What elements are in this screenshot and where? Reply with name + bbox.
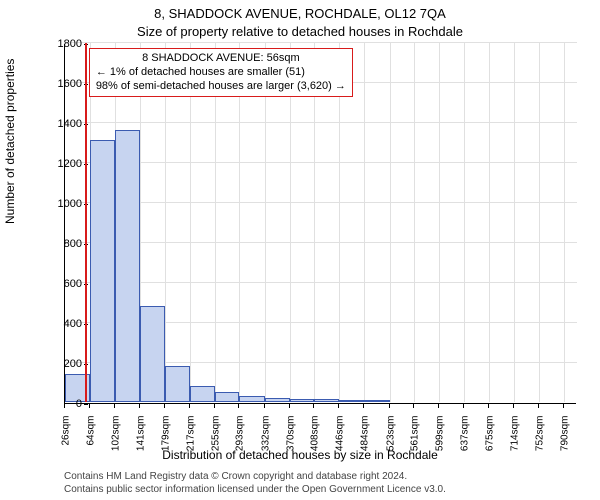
x-tick-mark	[538, 404, 539, 408]
x-tick-label: 675sqm	[484, 416, 495, 456]
x-tick-label: 179sqm	[160, 416, 171, 456]
x-tick-label: 561sqm	[410, 416, 421, 456]
chart-container: 8, SHADDOCK AVENUE, ROCHDALE, OL12 7QA S…	[0, 0, 600, 500]
x-tick-mark	[463, 404, 464, 408]
x-tick-mark	[264, 404, 265, 408]
histogram-bar	[239, 396, 264, 402]
y-tick-label: 1600	[42, 78, 82, 90]
x-tick-mark	[438, 404, 439, 408]
y-tick-label: 200	[42, 358, 82, 370]
title-line-1: 8, SHADDOCK AVENUE, ROCHDALE, OL12 7QA	[0, 6, 600, 21]
x-tick-mark	[214, 404, 215, 408]
x-tick-mark	[563, 404, 564, 408]
histogram-bar	[90, 140, 115, 402]
histogram-bar	[165, 366, 190, 402]
x-tick-label: 255sqm	[210, 416, 221, 456]
y-tick-label: 600	[42, 278, 82, 290]
x-tick-label: 217sqm	[185, 416, 196, 456]
annotation-box: 8 SHADDOCK AVENUE: 56sqm← 1% of detached…	[89, 48, 353, 97]
plot-wrap	[64, 44, 576, 404]
x-tick-mark	[488, 404, 489, 408]
gridline-v	[489, 43, 490, 402]
x-tick-label: 523sqm	[385, 416, 396, 456]
marker-line	[85, 43, 87, 402]
x-tick-mark	[289, 404, 290, 408]
x-tick-label: 293sqm	[235, 416, 246, 456]
histogram-bar	[190, 386, 215, 402]
x-tick-mark	[164, 404, 165, 408]
x-tick-label: 599sqm	[435, 416, 446, 456]
footer-line-1: Contains HM Land Registry data © Crown c…	[64, 471, 446, 484]
x-tick-mark	[189, 404, 190, 408]
footer: Contains HM Land Registry data © Crown c…	[64, 471, 446, 496]
y-tick-label: 1800	[42, 38, 82, 50]
x-tick-label: 484sqm	[360, 416, 371, 456]
x-tick-mark	[89, 404, 90, 408]
x-tick-label: 446sqm	[335, 416, 346, 456]
footer-line-2: Contains public sector information licen…	[64, 484, 446, 497]
x-tick-label: 370sqm	[285, 416, 296, 456]
gridline-v	[564, 43, 565, 402]
x-tick-mark	[313, 404, 314, 408]
histogram-bar	[115, 130, 140, 402]
x-tick-label: 752sqm	[535, 416, 546, 456]
y-tick-label: 0	[42, 398, 82, 410]
x-tick-label: 141sqm	[136, 416, 147, 456]
gridline-v	[364, 43, 365, 402]
y-tick-mark	[84, 404, 88, 405]
gridline-h	[66, 282, 577, 283]
y-tick-label: 1200	[42, 158, 82, 170]
y-axis-label: Number of detached properties	[3, 59, 17, 224]
gridline-h	[66, 242, 577, 243]
x-tick-mark	[389, 404, 390, 408]
histogram-bar	[314, 399, 339, 402]
plot-area	[64, 44, 576, 404]
gridline-v	[464, 43, 465, 402]
x-tick-mark	[114, 404, 115, 408]
annotation-line-3: 98% of semi-detached houses are larger (…	[96, 80, 346, 94]
histogram-bar	[140, 306, 165, 402]
x-tick-mark	[238, 404, 239, 408]
x-tick-label: 408sqm	[310, 416, 321, 456]
x-tick-mark	[139, 404, 140, 408]
y-tick-label: 1000	[42, 198, 82, 210]
gridline-h	[66, 202, 577, 203]
x-tick-label: 64sqm	[85, 416, 96, 456]
gridline-v	[514, 43, 515, 402]
gridline-v	[439, 43, 440, 402]
histogram-bar	[339, 400, 364, 402]
histogram-bar	[364, 400, 389, 402]
annotation-line-2: ← 1% of detached houses are smaller (51)	[96, 66, 346, 80]
gridline-v	[390, 43, 391, 402]
annotation-line-1: 8 SHADDOCK AVENUE: 56sqm	[96, 52, 346, 66]
x-tick-label: 790sqm	[559, 416, 570, 456]
gridline-h	[66, 42, 577, 43]
x-tick-mark	[338, 404, 339, 408]
gridline-h	[66, 122, 577, 123]
x-tick-mark	[413, 404, 414, 408]
title-line-2: Size of property relative to detached ho…	[0, 24, 600, 39]
y-tick-label: 1400	[42, 118, 82, 130]
gridline-h	[66, 162, 577, 163]
x-tick-label: 26sqm	[61, 416, 72, 456]
y-tick-label: 800	[42, 238, 82, 250]
x-tick-label: 332sqm	[260, 416, 271, 456]
gridline-v	[414, 43, 415, 402]
histogram-bar	[265, 398, 290, 402]
x-tick-mark	[64, 404, 65, 408]
x-tick-label: 714sqm	[510, 416, 521, 456]
x-tick-mark	[513, 404, 514, 408]
x-tick-label: 637sqm	[460, 416, 471, 456]
histogram-bar	[215, 392, 240, 402]
histogram-bar	[290, 399, 315, 402]
gridline-v	[539, 43, 540, 402]
x-tick-label: 102sqm	[110, 416, 121, 456]
x-tick-mark	[363, 404, 364, 408]
y-tick-label: 400	[42, 318, 82, 330]
